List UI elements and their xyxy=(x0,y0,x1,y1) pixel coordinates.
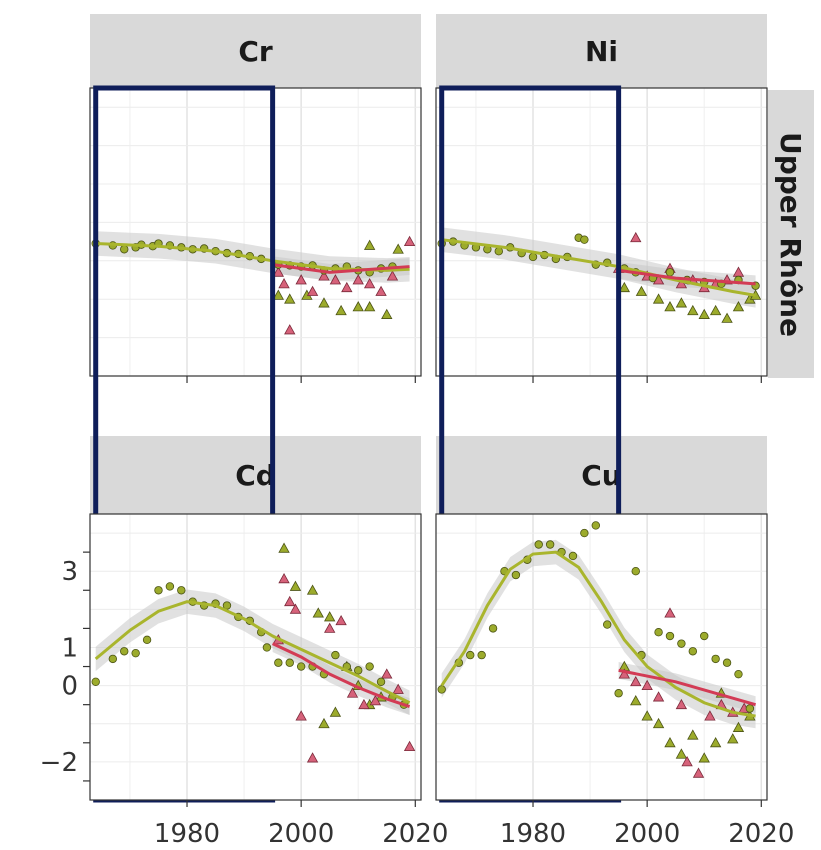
data-point-circle xyxy=(735,670,743,678)
data-point-circle xyxy=(569,552,577,560)
data-point-circle xyxy=(603,621,611,629)
data-point-circle xyxy=(712,655,720,663)
y-tick-label: 0 xyxy=(61,672,78,702)
data-point-circle xyxy=(143,636,151,644)
data-point-circle xyxy=(478,651,486,659)
x-tick-label: 2020 xyxy=(728,819,794,849)
y-tick-label: 3 xyxy=(61,557,78,587)
data-point-circle xyxy=(155,586,163,594)
panel-bg-cr xyxy=(90,88,421,376)
y-tick-label: 1 xyxy=(61,633,78,663)
data-point-circle xyxy=(178,586,186,594)
panel-bg-cd xyxy=(90,514,421,800)
x-tick-label: 1980 xyxy=(500,819,566,849)
data-point-circle xyxy=(700,632,708,640)
data-point-circle xyxy=(546,541,554,549)
data-point-circle xyxy=(581,236,589,244)
data-point-circle xyxy=(615,689,623,697)
data-point-circle xyxy=(535,541,543,549)
data-point-circle xyxy=(263,644,271,652)
data-point-circle xyxy=(592,522,600,530)
data-point-circle xyxy=(92,678,100,686)
data-point-circle xyxy=(377,678,385,686)
data-point-circle xyxy=(109,655,117,663)
data-point-circle xyxy=(529,253,537,261)
x-tick-label: 2000 xyxy=(614,819,680,849)
data-point-circle xyxy=(332,651,340,659)
data-point-circle xyxy=(438,686,446,694)
data-point-circle xyxy=(297,663,305,671)
data-point-circle xyxy=(689,647,697,655)
data-point-circle xyxy=(489,625,497,633)
data-point-circle xyxy=(286,659,294,667)
data-point-circle xyxy=(132,649,140,657)
panel-bg-ni xyxy=(436,88,767,376)
data-point-circle xyxy=(632,567,640,575)
data-point-circle xyxy=(120,647,128,655)
data-point-circle xyxy=(466,651,474,659)
data-point-circle xyxy=(746,705,754,713)
data-point-circle xyxy=(723,659,731,667)
data-point-circle xyxy=(666,632,674,640)
data-point-circle xyxy=(678,640,686,648)
data-point-circle xyxy=(275,659,283,667)
data-point-circle xyxy=(512,571,520,579)
data-point-circle xyxy=(354,667,362,675)
data-point-circle xyxy=(166,583,174,591)
data-point-circle xyxy=(666,269,674,277)
data-point-circle xyxy=(581,529,589,537)
data-point-circle xyxy=(495,247,503,255)
data-point-circle xyxy=(655,628,663,636)
data-point-circle xyxy=(120,245,128,253)
x-tick-label: 2020 xyxy=(382,819,448,849)
x-tick-label: 2000 xyxy=(268,819,334,849)
data-point-circle xyxy=(366,663,374,671)
x-tick-label: 1980 xyxy=(154,819,220,849)
y-tick-label: −2 xyxy=(40,748,78,778)
